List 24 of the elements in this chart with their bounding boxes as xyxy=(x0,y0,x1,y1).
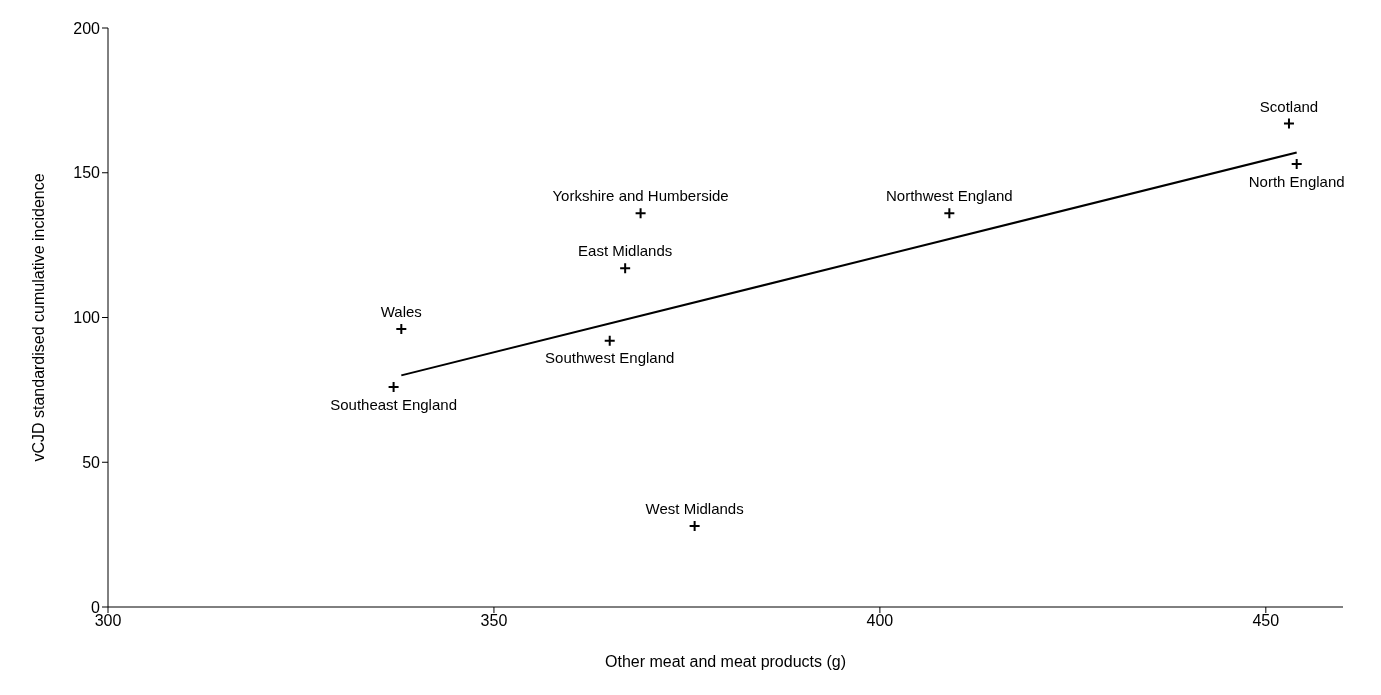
annotation: Scotland xyxy=(1259,97,1319,115)
annotation: North England xyxy=(1248,172,1345,190)
y-tick-label: 150 xyxy=(73,164,101,182)
annotation: Southwest England xyxy=(545,349,675,367)
point xyxy=(634,207,647,220)
x-axis-title: Other meat and meat products (g) xyxy=(605,653,846,670)
x-tick-label: 400 xyxy=(866,612,894,630)
annotation: Northwest England xyxy=(885,187,1013,205)
annotation: Wales xyxy=(380,303,422,321)
point xyxy=(603,334,616,347)
annotation: West Midlands xyxy=(645,499,744,517)
x-tick-label: 300 xyxy=(94,612,122,630)
annotation: East Midlands xyxy=(578,242,673,260)
point xyxy=(1282,117,1295,130)
y-tick-label: 200 xyxy=(73,19,101,37)
annotation: Southeast England xyxy=(330,395,457,413)
x-tick-label: 350 xyxy=(480,612,508,630)
point xyxy=(943,207,956,220)
y-tick-label: 50 xyxy=(82,453,101,471)
y-axis-title: vCJD standardised cumulative incidence xyxy=(29,173,47,462)
y-tick-label: 100 xyxy=(73,309,101,327)
annotation: Yorkshire and Humberside xyxy=(552,187,729,205)
point xyxy=(619,262,632,275)
x-tick-label: 450 xyxy=(1252,612,1280,630)
